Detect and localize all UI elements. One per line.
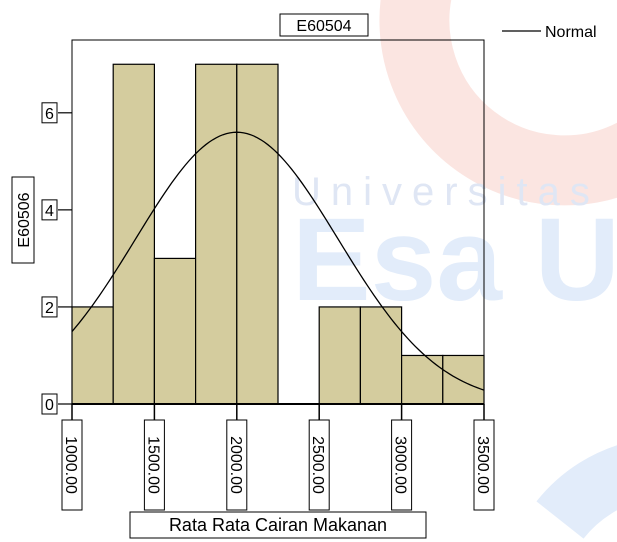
chart-title: E60504: [296, 18, 351, 35]
legend: Normal: [502, 24, 597, 41]
watermark-text-esa: Esa Ur: [292, 194, 617, 326]
y-axis-label-box: E60506: [11, 176, 35, 264]
x-tick-label: 3500.00: [474, 436, 491, 494]
y-axis-ticks: 0 2 4 6: [41, 102, 72, 415]
normal-curve: [71, 131, 485, 391]
y-tick-label: 6: [45, 106, 54, 123]
histogram-bar: [359, 306, 403, 405]
histogram-bar: [71, 306, 114, 405]
y-tick-label-box: [41, 199, 58, 221]
watermark-arc-blue: [536, 445, 617, 540]
x-tick-label-box: [391, 419, 413, 511]
x-axis-label-box: Rata Rata Cairan Makanan: [129, 511, 427, 539]
y-axis-label: E60506: [16, 192, 33, 247]
y-tick-label: 2: [45, 300, 54, 317]
x-tick-label-box: [308, 419, 330, 511]
y-tick-label: 0: [45, 397, 54, 414]
watermark-text-universitas: Universitas: [292, 170, 600, 214]
x-axis-ticks: 1000.00 1500.00 2000.00 2500.00 3000.00 3500.…: [61, 404, 495, 511]
y-tick-label-box: [41, 102, 58, 124]
x-tick-label: 2500.00: [309, 436, 326, 494]
histogram-bar: [401, 354, 444, 405]
watermark-arc-red: [379, 0, 617, 206]
histogram-bar: [318, 306, 362, 405]
x-tick-label: 2000.00: [227, 436, 244, 494]
histogram-bar: [195, 63, 238, 405]
chart-title-box: E60504: [279, 13, 369, 37]
histogram-bar: [153, 257, 197, 405]
y-tick-label-box: [41, 296, 58, 318]
y-tick-label-box: [41, 393, 58, 415]
x-tick-label: 1000.00: [62, 436, 79, 494]
watermark: Universitas Esa Ur: [292, 0, 617, 540]
x-tick-label: 3000.00: [392, 436, 409, 494]
histogram-bar: [236, 63, 279, 405]
histogram-bars: [71, 63, 485, 405]
x-tick-label-box: [226, 419, 248, 511]
legend-label-normal: Normal: [545, 24, 597, 41]
y-tick-label: 4: [45, 203, 54, 220]
x-axis-label: Rata Rata Cairan Makanan: [169, 515, 387, 535]
x-tick-label-box: [61, 419, 83, 511]
histogram-bar: [442, 354, 485, 405]
x-tick-label: 1500.00: [144, 436, 161, 494]
x-tick-label-box: [473, 419, 495, 511]
histogram-bar: [112, 63, 155, 405]
x-tick-label-box: [143, 419, 165, 511]
